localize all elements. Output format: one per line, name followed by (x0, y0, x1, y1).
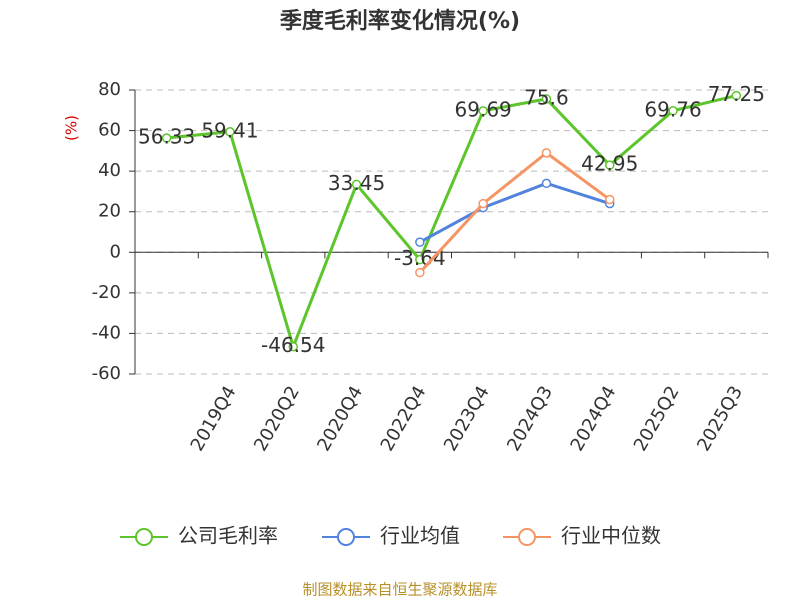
data-point (731, 90, 742, 101)
y-tick-label: -40 (92, 322, 121, 343)
x-tick-label: 2025Q3 (693, 383, 747, 455)
legend-marker (518, 528, 536, 546)
data-point (415, 254, 425, 265)
y-tick-label: 80 (98, 79, 121, 100)
data-point (161, 133, 172, 143)
legend-label: 公司毛利率 (178, 524, 278, 548)
data-point (605, 160, 615, 170)
x-tick-label: 2020Q4 (313, 383, 367, 455)
data-label: 75.6 (524, 85, 569, 109)
data-label: 56.33 (138, 125, 195, 149)
legend-marker (135, 528, 153, 546)
legend-label: 行业均值 (380, 524, 460, 548)
data-label: -3.64 (394, 246, 446, 270)
data-label: -46.54 (261, 333, 325, 357)
data-point (541, 148, 552, 158)
data-label: 69.69 (455, 97, 512, 121)
data-point (668, 106, 678, 116)
data-point (288, 341, 298, 352)
data-label: 33.45 (328, 171, 385, 195)
x-tick-label: 2023Q4 (440, 383, 494, 455)
y-tick-label: -60 (92, 363, 121, 384)
series-line (418, 150, 611, 274)
data-point (478, 106, 488, 116)
data-point (478, 198, 488, 209)
y-tick-label: 20 (98, 201, 121, 222)
source-note: 制图数据来自恒生聚源数据库 (302, 581, 497, 599)
y-axis-label: (%) (63, 115, 81, 141)
data-point (351, 179, 362, 190)
x-tick-label: 2025Q2 (630, 383, 684, 455)
data-point (415, 237, 425, 247)
x-tick-label: 2024Q3 (503, 383, 557, 455)
series-line (166, 94, 737, 352)
data-label: 59.41 (201, 118, 258, 142)
data-point (541, 178, 552, 189)
y-tick-label: -20 (92, 282, 121, 303)
data-label: 42.95 (581, 152, 638, 176)
x-tick-label: 2022Q4 (377, 383, 431, 455)
y-tick-label: 60 (98, 120, 121, 141)
data-point (605, 194, 615, 205)
y-tick-label: 40 (98, 160, 121, 181)
data-point (541, 94, 552, 104)
legend-label: 行业中位数 (561, 524, 661, 548)
data-label: 77.25 (708, 82, 765, 106)
data-point (225, 127, 235, 137)
x-tick-label: 2020Q2 (250, 383, 304, 455)
series-line (419, 181, 611, 244)
x-tick-label: 2024Q4 (567, 383, 621, 455)
data-point (415, 267, 425, 278)
legend-marker (337, 528, 355, 546)
chart-title: 季度毛利率变化情况(%) (280, 8, 520, 34)
y-tick-label: 0 (110, 241, 121, 262)
x-tick-label: 2019Q4 (187, 383, 241, 455)
data-label: 69.76 (644, 97, 701, 121)
